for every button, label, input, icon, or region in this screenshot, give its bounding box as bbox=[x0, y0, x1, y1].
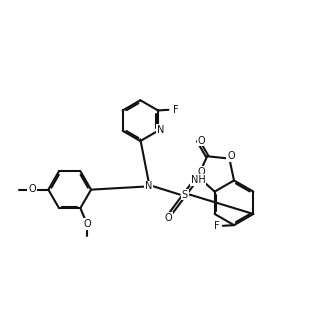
Text: O: O bbox=[198, 136, 205, 146]
Text: O: O bbox=[227, 151, 235, 161]
Text: S: S bbox=[182, 189, 188, 200]
Text: O: O bbox=[28, 184, 36, 194]
Text: F: F bbox=[173, 105, 179, 115]
Text: N: N bbox=[145, 182, 152, 191]
Text: NH: NH bbox=[191, 175, 206, 185]
Text: N: N bbox=[157, 125, 164, 135]
Text: O: O bbox=[83, 219, 91, 229]
Text: O: O bbox=[164, 213, 172, 222]
Text: O: O bbox=[197, 167, 205, 177]
Text: F: F bbox=[214, 221, 220, 231]
